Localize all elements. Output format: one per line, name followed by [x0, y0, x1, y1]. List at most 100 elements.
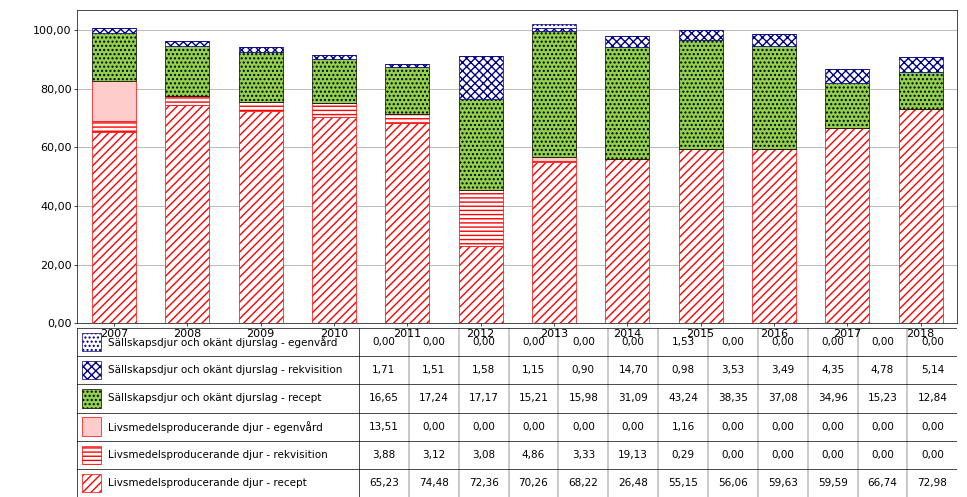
Text: 0,00: 0,00 [772, 421, 794, 431]
Bar [898, 57, 943, 72]
Text: 0,00: 0,00 [721, 450, 745, 460]
Text: 1,71: 1,71 [372, 365, 396, 375]
Text: Sällskapsdjur och okänt djurslag - rekvisition: Sällskapsdjur och okänt djurslag - rekvi… [108, 365, 342, 375]
Text: 0,00: 0,00 [522, 337, 545, 347]
Bar [92, 121, 136, 132]
Bar [752, 149, 796, 323]
Text: 0,00: 0,00 [423, 337, 445, 347]
Text: 72,98: 72,98 [918, 478, 948, 488]
Text: 68,22: 68,22 [569, 478, 599, 488]
Text: 31,09: 31,09 [618, 394, 648, 404]
Text: 65,23: 65,23 [369, 478, 398, 488]
Text: 1,51: 1,51 [423, 365, 446, 375]
Text: Livsmedelsproducerande djur - egenvård: Livsmedelsproducerande djur - egenvård [108, 420, 323, 432]
Text: 66,74: 66,74 [867, 478, 897, 488]
Text: 1,15: 1,15 [522, 365, 545, 375]
Bar [312, 103, 356, 117]
Bar [826, 128, 869, 323]
Text: 0,00: 0,00 [622, 421, 645, 431]
Text: 0,00: 0,00 [571, 337, 595, 347]
Text: 0,00: 0,00 [721, 337, 745, 347]
Text: 55,15: 55,15 [668, 478, 698, 488]
Text: 15,21: 15,21 [518, 394, 548, 404]
FancyBboxPatch shape [82, 474, 102, 492]
Text: 0,00: 0,00 [921, 421, 944, 431]
Text: 4,78: 4,78 [871, 365, 894, 375]
Text: 56,06: 56,06 [718, 478, 747, 488]
Text: 1,16: 1,16 [671, 421, 694, 431]
Text: 0,00: 0,00 [772, 337, 794, 347]
Text: 0,00: 0,00 [423, 421, 445, 431]
Text: 34,96: 34,96 [818, 394, 848, 404]
Text: 0,00: 0,00 [522, 421, 545, 431]
Text: 72,36: 72,36 [469, 478, 499, 488]
Bar [898, 109, 943, 323]
Text: 0,00: 0,00 [921, 337, 944, 347]
FancyBboxPatch shape [82, 417, 102, 436]
Bar [165, 96, 209, 105]
Bar [532, 31, 576, 158]
Text: 1,58: 1,58 [472, 365, 495, 375]
Bar [165, 41, 209, 46]
Text: 14,70: 14,70 [618, 365, 648, 375]
Bar [679, 149, 722, 323]
Text: 17,17: 17,17 [469, 394, 499, 404]
Bar [826, 69, 869, 83]
Text: 0,00: 0,00 [921, 450, 944, 460]
Bar [386, 67, 429, 114]
Text: 1,53: 1,53 [671, 337, 694, 347]
Text: 43,24: 43,24 [668, 394, 698, 404]
Text: 59,59: 59,59 [818, 478, 848, 488]
Bar [92, 27, 136, 33]
Text: 0,00: 0,00 [871, 421, 894, 431]
Bar [532, 161, 576, 162]
Bar [386, 114, 429, 123]
Bar [312, 55, 356, 59]
Bar [458, 246, 503, 323]
Text: 0,00: 0,00 [622, 337, 645, 347]
Bar [532, 23, 576, 28]
Bar [312, 59, 356, 103]
Text: 0,00: 0,00 [372, 337, 396, 347]
Text: 0,00: 0,00 [871, 450, 894, 460]
Text: 17,24: 17,24 [419, 394, 449, 404]
Bar [605, 36, 650, 47]
Text: 4,35: 4,35 [821, 365, 844, 375]
Text: 0,29: 0,29 [671, 450, 694, 460]
Text: 15,98: 15,98 [569, 394, 599, 404]
Text: 0,00: 0,00 [571, 421, 595, 431]
Text: 5,14: 5,14 [921, 365, 944, 375]
Bar [458, 56, 503, 98]
Text: 0,00: 0,00 [871, 337, 894, 347]
Text: 3,49: 3,49 [771, 365, 795, 375]
Text: 3,53: 3,53 [721, 365, 745, 375]
Bar [826, 83, 869, 128]
Text: 0,00: 0,00 [821, 450, 844, 460]
Bar [458, 189, 503, 246]
Text: 37,08: 37,08 [768, 394, 798, 404]
Text: 3,33: 3,33 [571, 450, 595, 460]
FancyBboxPatch shape [82, 361, 102, 379]
Bar [386, 123, 429, 323]
Bar [92, 82, 136, 121]
Text: 74,48: 74,48 [419, 478, 449, 488]
Bar [898, 72, 943, 109]
Text: Sällskapsdjur och okänt djurslag - egenvård: Sällskapsdjur och okänt djurslag - egenv… [108, 336, 337, 348]
Bar [239, 102, 282, 111]
Text: 0,00: 0,00 [821, 421, 844, 431]
Text: Livsmedelsproducerande djur - recept: Livsmedelsproducerande djur - recept [108, 478, 307, 488]
Bar [92, 33, 136, 82]
Bar [92, 132, 136, 323]
Bar [752, 34, 796, 46]
Text: 19,13: 19,13 [618, 450, 648, 460]
Bar [532, 28, 576, 31]
Bar [532, 162, 576, 323]
FancyBboxPatch shape [82, 389, 102, 408]
Text: 3,88: 3,88 [372, 450, 396, 460]
Bar [165, 105, 209, 323]
Text: 38,35: 38,35 [718, 394, 747, 404]
Text: 0,90: 0,90 [571, 365, 595, 375]
Text: 15,23: 15,23 [867, 394, 897, 404]
Bar [532, 158, 576, 161]
Bar [752, 46, 796, 149]
